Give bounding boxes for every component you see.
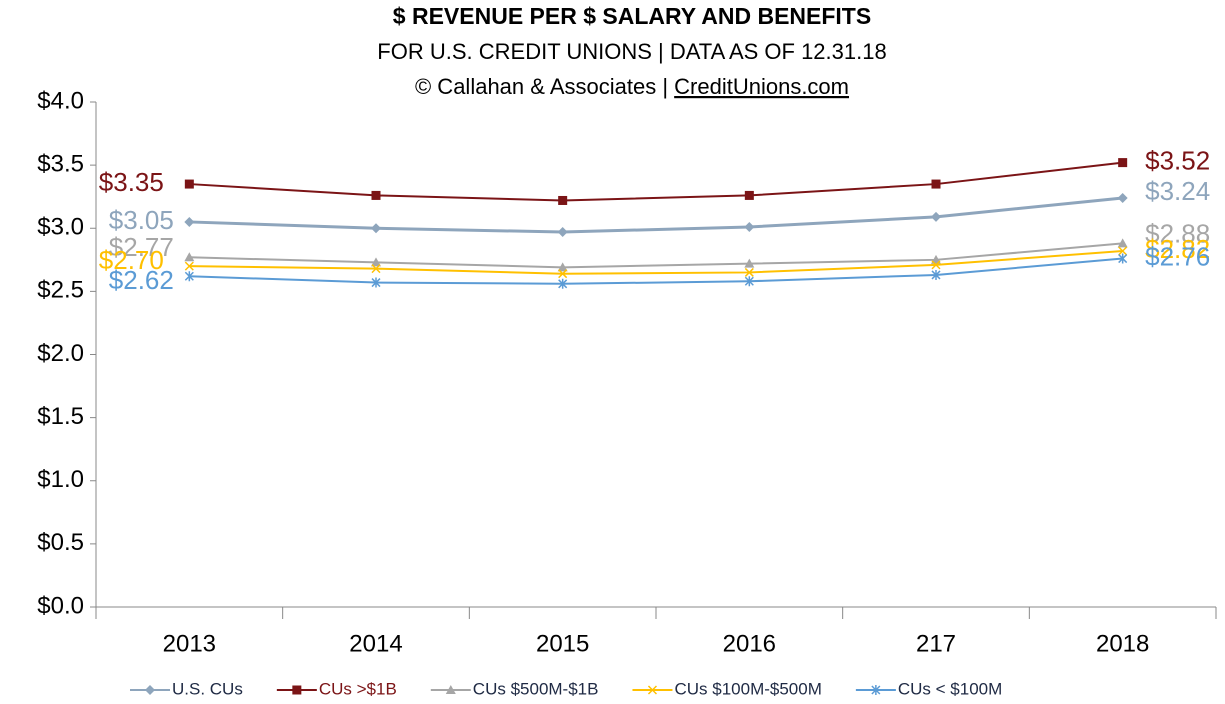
marker [184,216,195,227]
x-tick-label: 2013 [163,630,216,657]
marker [931,179,941,189]
chart-subtitle: FOR U.S. CREDIT UNIONS | DATA AS OF 12.3… [377,39,886,64]
source-link: CreditUnions.com [674,74,849,99]
marker [184,179,194,189]
x-tick-label: 2015 [536,630,589,657]
marker [1118,253,1128,264]
marker [184,271,194,282]
legend-item: U.S. CUs [130,679,243,698]
legend-item: CUs < $100M [855,679,1002,698]
marker [445,685,456,694]
marker [371,277,381,288]
data-label: $2.82 [1145,234,1210,264]
marker [292,685,302,695]
legend-label: CUs >$1B [319,679,397,698]
marker [744,221,755,232]
marker [558,269,568,279]
marker [931,269,941,280]
marker [184,252,195,262]
legend-label: CUs $500M-$1B [473,679,599,698]
marker [184,261,194,271]
marker [145,685,155,695]
y-tick-label: $2.5 [37,277,84,304]
marker [371,257,381,267]
legend-label: U.S. CUs [172,679,243,698]
marker [1118,246,1128,256]
y-tick-label: $3.5 [37,150,84,177]
marker [1118,158,1128,168]
x-tick-label: 2014 [349,630,402,657]
marker [744,267,754,277]
data-label: $2.62 [109,265,174,295]
x-tick-label: 2018 [1096,630,1149,657]
data-label: $2.77 [109,232,174,262]
data-label: $3.05 [109,205,174,235]
marker [744,190,754,200]
legend-label: CUs $100M-$500M [674,679,821,698]
marker [931,260,941,270]
series: $2.62 $2.76 [109,241,1210,295]
marker [647,685,657,695]
chart-source: © Callahan & Associates | CreditUnions.c… [415,74,849,99]
legend-label: CUs < $100M [898,679,1002,698]
marker [1117,238,1128,248]
marker [931,211,941,222]
marker [557,227,568,238]
y-tick-label: $1.0 [37,466,84,493]
data-label: $2.70 [99,245,164,275]
marker [558,278,568,289]
y-tick-label: $3.0 [37,214,84,241]
x-tick-label: 217 [916,630,956,657]
marker [1117,192,1128,203]
legend-item: CUs >$1B [276,679,397,698]
series-line [189,161,1123,202]
source-text: © Callahan & Associates | [415,74,674,99]
y-tick-label: $2.0 [37,340,84,367]
marker [744,276,754,287]
data-label: $3.24 [1145,176,1210,206]
marker [371,223,381,234]
marker [558,195,568,205]
marker [557,262,568,272]
y-tick-label: $1.5 [37,403,84,430]
series-line [189,242,1123,269]
marker [371,264,381,274]
data-label: $2.88 [1145,218,1210,248]
series: $2.70 $2.82 [99,234,1210,279]
data-label: $3.35 [99,167,164,197]
x-tick-label: 2016 [723,630,776,657]
series: $3.05 $3.24 [109,176,1210,238]
series: $3.35 $3.52 [99,145,1210,205]
legend-item: CUs $100M-$500M [632,679,822,698]
series-line [189,257,1123,285]
y-tick-label: $0.0 [37,592,84,619]
data-label: $3.52 [1145,145,1210,175]
data-label: $2.76 [1145,241,1210,271]
legend-item: CUs $500M-$1B [430,679,599,698]
series-line [189,249,1123,275]
series-line [189,196,1123,234]
marker [371,190,381,200]
y-tick-label: $4.0 [37,87,84,114]
chart-title: $ REVENUE PER $ SALARY AND BENEFITS [393,3,871,29]
marker [744,258,755,268]
series: $2.77 $2.88 [109,218,1210,272]
marker [871,685,881,695]
y-tick-label: $0.5 [37,529,84,556]
